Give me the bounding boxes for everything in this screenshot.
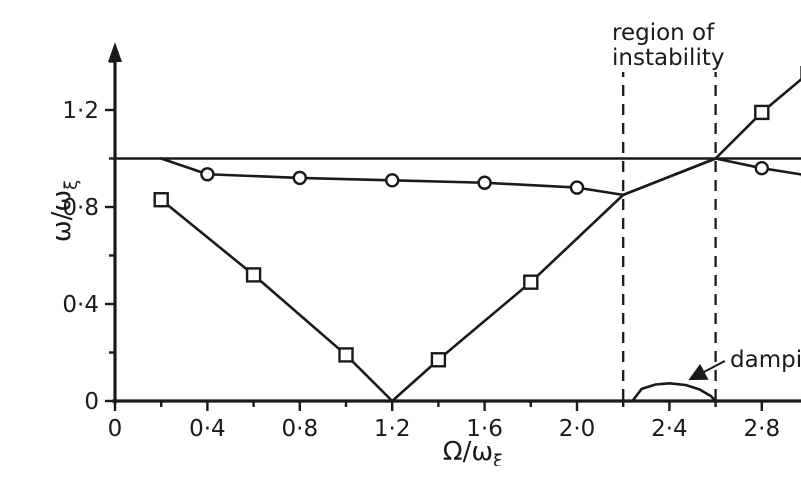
- square-data-marker: [754, 104, 770, 121]
- circle-data-marker: [200, 167, 215, 182]
- x-tick-label: 2·0: [559, 416, 596, 442]
- series-line-square-marker-curve: [159, 77, 801, 403]
- region-of-instability-label-line2: instability: [612, 45, 724, 71]
- axes-layer: 0 0·4 0·8 1·2 1·6 2·0 2·4 2·8 0 0·4 0·8 1·2: [62, 42, 801, 442]
- circle-data-marker: [754, 160, 769, 176]
- circle-data-marker: [385, 173, 400, 188]
- circle-data-marker: [292, 170, 307, 186]
- x-tick-label: 2·4: [651, 416, 688, 442]
- y-tick-label: 0: [84, 389, 99, 415]
- y-axis-label-main: ω/ω: [47, 190, 77, 242]
- y-tick-label: 1·2: [62, 98, 99, 124]
- chart-figure: 0 0·4 0·8 1·2 1·6 2·0 2·4 2·8 0 0·4 0·8 1·2 region …: [40, 16, 801, 466]
- circle-data-marker: [477, 175, 492, 190]
- square-data-marker: [245, 267, 262, 283]
- region-of-instability-label-line1: region of: [612, 20, 715, 46]
- square-data-marker: [523, 274, 539, 290]
- x-axis-label-subscript: ξ: [493, 451, 503, 466]
- series-line-circle-marker-curve: [159, 157, 801, 197]
- x-tick-label: 1·2: [374, 416, 411, 442]
- x-axis-label-main: Ω/ω: [443, 437, 493, 466]
- x-tick-label: 0·8: [282, 416, 319, 442]
- circle-data-marker: [569, 180, 585, 195]
- chart-svg: 0 0·4 0·8 1·2 1·6 2·0 2·4 2·8 0 0·4 0·8 1·2 region …: [47, 20, 801, 466]
- series-line-damping-curve: [631, 381, 717, 403]
- y-tick-label: 0·8: [62, 195, 99, 221]
- square-data-marker: [338, 347, 354, 363]
- y-axis-label-subscript: ξ: [61, 180, 82, 190]
- square-data-marker: [430, 352, 447, 368]
- x-tick-label: 0·4: [189, 416, 226, 442]
- damping-label: damping: [730, 347, 801, 373]
- x-tick-label: 1·6: [466, 416, 503, 442]
- y-axis-label: ω/ωξ: [47, 180, 82, 242]
- series-layer: [153, 65, 801, 403]
- x-tick-label: 2·8: [744, 416, 781, 442]
- damping-arrow-icon: [688, 360, 726, 381]
- y-tick-label: 0·4: [62, 292, 99, 318]
- square-data-marker: [153, 192, 169, 208]
- y-axis-arrowhead-icon: [108, 42, 122, 62]
- annotation-layer: [115, 72, 801, 400]
- x-tick-label: 0: [108, 416, 123, 442]
